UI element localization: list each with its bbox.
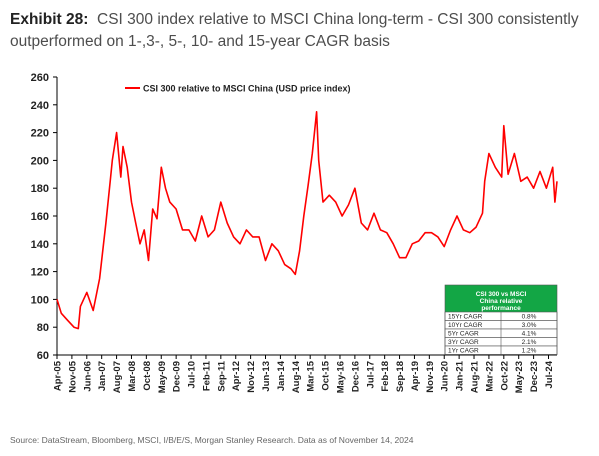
y-tick-label: 140 [31, 239, 49, 251]
x-tick-label: Dec-09 [172, 361, 183, 392]
legend: CSI 300 relative to MSCI China (USD pric… [125, 84, 351, 94]
y-tick-label: 80 [37, 322, 49, 334]
x-tick-label: Jun-06 [82, 361, 93, 392]
legend-label: CSI 300 relative to MSCI China (USD pric… [143, 84, 351, 94]
x-tick-label: Dec-16 [350, 361, 361, 392]
cagr-table-header-line1: CSI 300 vs MSCI [476, 291, 527, 298]
y-tick-label: 220 [31, 128, 49, 140]
cagr-row-value: 4.1% [522, 331, 537, 338]
series-layer [56, 111, 558, 330]
cagr-table-border [444, 284, 558, 355]
cagr-table: CSI 300 vs MSCI China relative performan… [444, 284, 558, 355]
cagr-table-header-line3: performance [481, 305, 521, 312]
y-tick-label: 240 [31, 100, 49, 112]
cagr-table-header-bg [445, 285, 557, 312]
cagr-table-header-line2: China relative [480, 298, 523, 305]
x-tick-label: Feb-11 [201, 360, 212, 391]
x-tick-label: Jan-21 [455, 360, 466, 391]
x-tick-label: Jun-13 [261, 361, 272, 392]
cagr-row-value: 2.1% [522, 339, 537, 346]
x-tick-label: Jan-07 [97, 361, 108, 391]
cagr-row-label: 10Yr CAGR [448, 322, 483, 329]
x-tick-label: Jul-24 [544, 360, 555, 388]
x-tick-label: Jul-10 [187, 361, 198, 388]
x-tick-label: Mar-22 [484, 361, 495, 392]
y-tick-label: 180 [31, 183, 49, 195]
x-tick-label: Aug-07 [112, 361, 123, 393]
exhibit-label: Exhibit 28: [10, 11, 89, 28]
cagr-row-label: 3Yr CAGR [448, 339, 479, 346]
x-tick-label: Oct-15 [321, 360, 332, 390]
y-tick-label: 100 [31, 294, 49, 306]
chart-title-text: CSI 300 index relative to MSCI China lon… [10, 11, 579, 50]
y-tick-label: 60 [37, 350, 49, 362]
series-line [56, 111, 558, 330]
source-note: Source: DataStream, Bloomberg, MSCI, I/B… [10, 435, 414, 445]
cagr-row-value: 0.8% [522, 314, 537, 321]
x-tick-label: Aug-14 [291, 360, 302, 393]
cagr-row-label: 15Yr CAGR [448, 314, 483, 321]
cagr-row-value: 3.0% [522, 322, 537, 329]
x-tick-label: Oct-08 [142, 361, 153, 391]
y-axis: 60 80 100 120 140 160 180 200 220 240 260 [31, 72, 58, 362]
x-tick-label: Dec-23 [529, 361, 540, 392]
x-tick-label: May-09 [157, 361, 168, 393]
x-tick-label: May-16 [335, 361, 346, 393]
x-tick-label: Oct-22 [499, 361, 510, 391]
y-tick-label: 160 [31, 211, 49, 223]
y-tick-label: 260 [31, 72, 49, 84]
x-tick-label: Jan-14 [276, 360, 287, 391]
x-axis: Apr-05 Nov-05 Jun-06 Jan-07 Aug-07 Mar-08 Oct-… [53, 354, 557, 393]
x-tick-label: Sep-18 [395, 361, 406, 392]
x-tick-label: Jul-17 [365, 361, 376, 388]
x-tick-label: Sep-11 [216, 360, 227, 391]
x-tick-label: Aug-21 [470, 360, 481, 393]
cagr-row-label: 1Yr CAGR [448, 348, 479, 355]
x-tick-label: Mar-15 [306, 360, 317, 391]
x-tick-label: Mar-08 [127, 361, 138, 392]
y-tick-label: 120 [31, 267, 49, 279]
x-tick-label: Nov-05 [67, 360, 78, 392]
x-tick-label: Apr-05 [53, 360, 64, 391]
cagr-row-value: 1.2% [522, 348, 537, 355]
x-tick-label: Nov-19 [425, 361, 436, 393]
y-tick-label: 200 [31, 155, 49, 167]
x-tick-label: Apr-19 [410, 361, 421, 391]
x-tick-label: Jun-20 [440, 361, 451, 392]
x-tick-label: Nov-12 [246, 361, 257, 393]
x-tick-label: Feb-18 [380, 361, 391, 392]
x-tick-label: May-23 [514, 361, 525, 393]
chart-title: Exhibit 28: CSI 300 index relative to MS… [10, 9, 595, 53]
cagr-row-label: 5Yr CAGR [448, 331, 479, 338]
x-tick-label: Apr-12 [231, 361, 242, 391]
